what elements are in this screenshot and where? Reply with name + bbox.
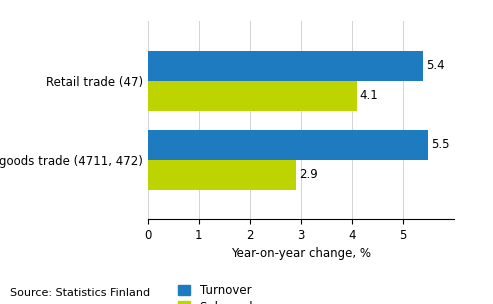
Bar — [148, 160, 296, 190]
Text: 5.4: 5.4 — [426, 59, 445, 72]
Bar — [148, 130, 428, 160]
Bar — [148, 81, 357, 111]
X-axis label: Year-on-year change, %: Year-on-year change, % — [231, 247, 371, 260]
Text: 5.5: 5.5 — [431, 138, 450, 151]
Bar — [148, 50, 423, 81]
Text: Source: Statistics Finland: Source: Statistics Finland — [10, 288, 150, 298]
Legend: Turnover, Sales volume: Turnover, Sales volume — [178, 284, 279, 304]
Text: 4.1: 4.1 — [360, 89, 379, 102]
Text: 2.9: 2.9 — [299, 168, 317, 181]
